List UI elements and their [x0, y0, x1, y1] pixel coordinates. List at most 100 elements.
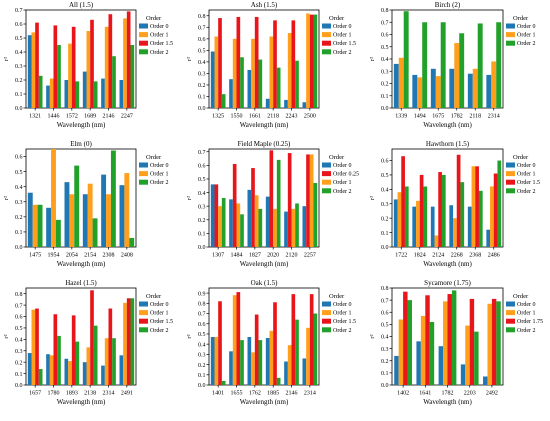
legend-swatch: [322, 188, 331, 194]
x-tick-label: 2491: [121, 391, 133, 397]
y-tick-label: 0.3: [15, 200, 23, 206]
legend-entry: Order 2: [517, 328, 536, 334]
bar-order-1-75-2203: [469, 298, 475, 385]
bar-order-1-5-2368: [475, 166, 479, 247]
bar-order-1-2268: [453, 218, 457, 247]
y-axis-label: r²: [369, 196, 376, 200]
bar-order-1-5-1657: [35, 308, 39, 385]
bar-order-2-1475: [37, 204, 43, 247]
plot-frame: [25, 287, 137, 386]
legend-entry: Order 1: [517, 33, 536, 39]
chart-title: Sycamore (1.75): [424, 279, 471, 287]
y-tick-label: 0.4: [198, 191, 206, 197]
bar-order-2-1484: [240, 214, 244, 247]
bar-order-1-2500: [306, 13, 310, 109]
x-tick-label: 1401: [212, 391, 224, 397]
bar-order-1-5-2146: [291, 294, 296, 385]
x-tick-label: 1339: [395, 114, 407, 120]
y-tick-label: 0.1: [15, 92, 23, 98]
chart-svg: All (1.5) 0.0 0.1 0.2 0.3 0.4 0.5 0.6 0.7 r² 1321 1…: [3, 1, 173, 129]
bar-order-1-1550: [232, 38, 237, 108]
y-tick-label: 0.3: [198, 72, 206, 78]
bar-order-0-2054: [64, 182, 70, 247]
x-tick-label: 2247: [121, 114, 133, 120]
bar-order-0-2154: [82, 194, 88, 247]
legend-entry: Order 1: [150, 172, 169, 178]
bar-order-1-5-1885: [273, 302, 277, 385]
bar-order-0-1401: [210, 337, 215, 385]
x-tick-label: 2492: [486, 391, 498, 397]
x-tick-label: 1893: [66, 391, 78, 397]
x-tick-label: 1325: [212, 114, 224, 120]
legend-swatch: [506, 327, 515, 333]
legend-entry: Order 2: [333, 50, 352, 56]
bar-order-0-2268: [449, 205, 454, 247]
legend-entry: Order 1.5: [150, 319, 173, 325]
bar-order-1-1661: [251, 38, 255, 108]
bar-order-1-5-1401: [218, 301, 222, 385]
legend-swatch: [322, 171, 331, 177]
y-tick-label: 0.6: [381, 159, 389, 165]
y-tick-label: 0.1: [381, 371, 389, 377]
bar-order-2-1446: [57, 45, 61, 108]
bar-order-1-5-1824: [419, 174, 424, 247]
x-tick-label: 2368: [469, 253, 481, 259]
bar-order-1-5-1446: [53, 25, 58, 108]
legend-swatch: [139, 40, 148, 46]
legend-title: Order: [513, 15, 529, 22]
chart-panel-4: Field Maple (0.25) 0.0 0.1 0.2 0.3 0.4 0.5 0.6 0…: [183, 139, 366, 278]
bar-order-1-1885: [269, 330, 274, 385]
x-axis-label: Wavelength (nm): [57, 121, 106, 129]
bar-order-1-5-1780: [53, 314, 58, 385]
bar-order-1-1655: [232, 295, 237, 385]
bar-order-0-1339: [393, 63, 399, 108]
legend-entry: Order 1.5: [150, 41, 173, 47]
bar-order-1-2020: [273, 208, 277, 247]
bar-order-2-1494: [422, 22, 428, 108]
legend-swatch: [322, 318, 331, 324]
y-tick-label: 0.5: [15, 36, 23, 42]
bar-order-2-2257: [313, 183, 318, 247]
y-tick-label: 0.4: [381, 335, 389, 341]
y-axis-label: r²: [369, 334, 376, 338]
bar-order-0-2486: [486, 229, 491, 247]
legend-entry: Order 1.75: [517, 319, 543, 325]
y-tick-label: 0.6: [15, 155, 23, 161]
legend-entry: Order 2: [150, 180, 169, 186]
bar-order-0-2492: [483, 376, 488, 385]
chart-title: Oak (1.5): [251, 279, 278, 287]
bar-order-1-75-1641: [425, 295, 430, 385]
chart-title: Hazel (1.5): [65, 279, 97, 287]
bar-order-1-5-1572: [71, 26, 76, 108]
legend-entry: Order 2: [517, 189, 536, 195]
y-tick-label: 0.4: [198, 342, 206, 348]
bar-order-2-2020: [276, 159, 281, 247]
y-tick-label: 0.1: [198, 232, 206, 238]
bar-order-0-1675: [430, 68, 436, 108]
legend-entry: Order 2: [333, 189, 352, 195]
bar-order-1-1572: [68, 43, 72, 108]
bar-order-2-2268: [460, 182, 465, 247]
legend-title: Order: [146, 15, 162, 22]
bar-order-1-1325: [214, 36, 219, 108]
chart-title: Birch (2): [435, 1, 461, 9]
legend-title: Order: [513, 154, 529, 161]
bar-order-0-2146: [101, 78, 105, 108]
bar-order-0-2138: [82, 362, 87, 385]
legend-swatch: [139, 49, 148, 55]
bar-order-2-2146: [112, 56, 116, 108]
bar-order-2-2118: [477, 23, 483, 109]
bar-order-0-1827: [247, 189, 252, 247]
legend-entry: Order 2: [150, 328, 169, 334]
bar-order-1-2243: [287, 33, 292, 109]
y-tick-label: 0.0: [381, 245, 389, 251]
bar-order-2-2500: [313, 14, 318, 108]
y-tick-label: 0.5: [15, 326, 23, 332]
x-axis-label: Wavelength (nm): [423, 398, 472, 406]
bar-order-1-5-1661: [254, 16, 259, 109]
bar-order-2-2203: [474, 331, 479, 385]
bar-order-2-2146: [295, 319, 299, 385]
bar-order-1-1339: [398, 57, 404, 108]
bar-order-2-1893: [75, 341, 80, 385]
legend-swatch: [506, 301, 515, 307]
